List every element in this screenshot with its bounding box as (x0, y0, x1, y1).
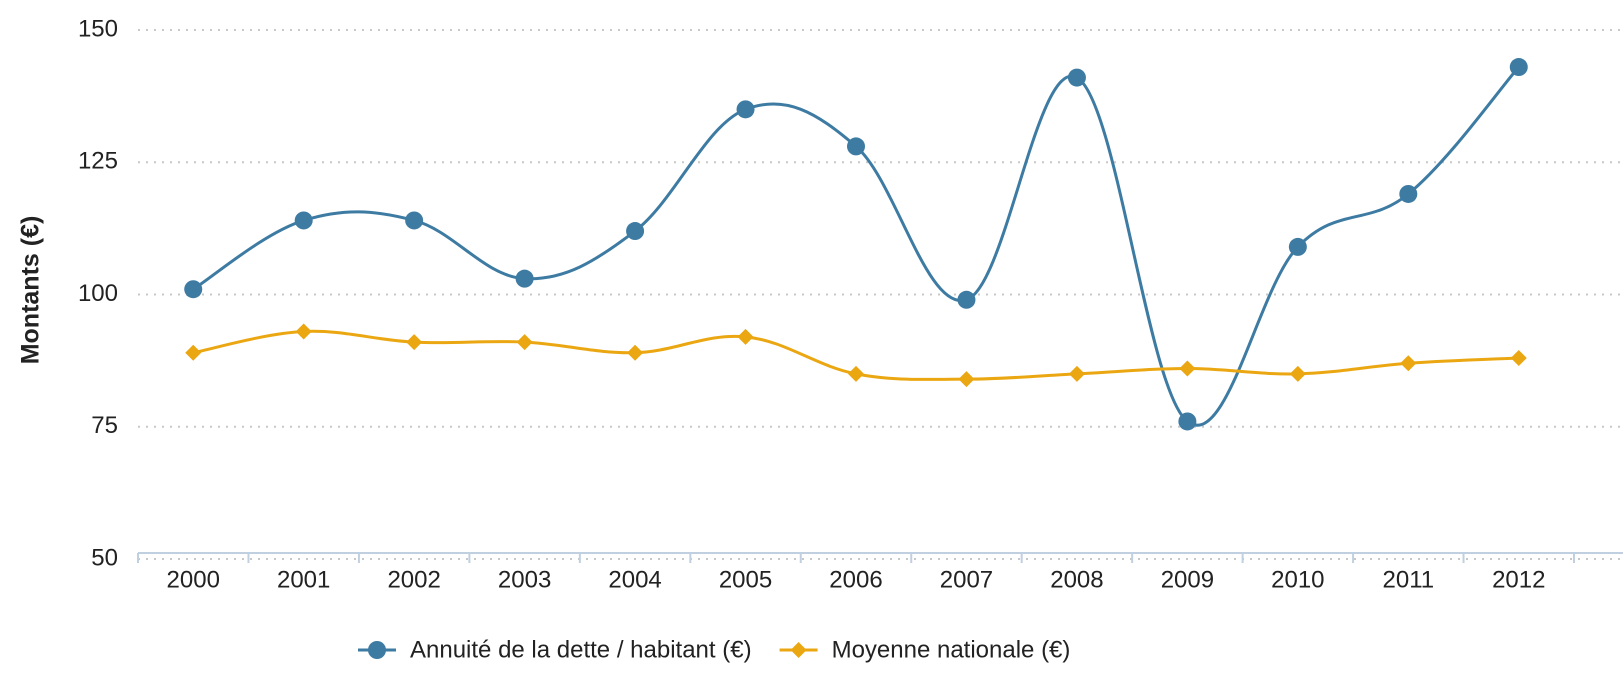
data-point (406, 334, 423, 351)
x-tick-label: 2003 (498, 566, 551, 593)
data-point (405, 211, 424, 230)
x-tick-label: 2002 (387, 566, 440, 593)
data-point (847, 137, 865, 156)
legend-marker (790, 642, 807, 658)
data-point (1068, 365, 1085, 382)
y-tick-label: 100 (78, 280, 118, 307)
data-point (627, 344, 644, 361)
data-point (185, 344, 202, 361)
x-tick-label: 2006 (829, 566, 882, 593)
x-tick-label: 2011 (1383, 566, 1435, 593)
data-point (1289, 365, 1306, 382)
x-tick-label: 2004 (608, 566, 661, 593)
x-tick-label: 2005 (719, 566, 772, 593)
data-point (295, 323, 312, 340)
data-point (1400, 355, 1417, 372)
legend-label: Annuité de la dette / habitant (€) (410, 636, 752, 663)
y-tick-label: 75 (91, 412, 118, 439)
data-point (1179, 360, 1196, 377)
legend-marker (368, 641, 386, 659)
legend-label: Moyenne nationale (€) (832, 636, 1071, 663)
data-point (515, 269, 534, 288)
y-tick-label: 150 (78, 15, 118, 42)
data-point (1509, 58, 1528, 77)
y-tick-label: 125 (78, 148, 118, 175)
x-tick-label: 2000 (167, 566, 220, 593)
data-point (1067, 68, 1086, 87)
data-point (1399, 184, 1418, 203)
x-tick-label: 2009 (1161, 566, 1214, 593)
x-tick-label: 2008 (1050, 566, 1103, 593)
x-tick-label: 2010 (1271, 566, 1324, 593)
data-point (958, 371, 975, 388)
x-tick-label: 2001 (277, 566, 330, 593)
x-tick-label: 2007 (940, 566, 993, 593)
data-point (957, 290, 976, 309)
data-point (1510, 349, 1527, 366)
y-tick-label: 50 (91, 544, 118, 571)
data-point (737, 328, 754, 345)
data-point (1178, 412, 1197, 431)
data-point (184, 280, 203, 299)
data-point (516, 334, 533, 351)
x-tick-label: 2012 (1492, 566, 1545, 593)
data-point (736, 100, 755, 119)
data-point (626, 222, 645, 241)
data-point (1288, 237, 1307, 256)
legend: Annuité de la dette / habitant (€) Moyenn… (358, 636, 1070, 663)
y-axis-title: Montants (€) (17, 216, 45, 365)
data-point (294, 211, 313, 230)
data-point (848, 365, 864, 382)
